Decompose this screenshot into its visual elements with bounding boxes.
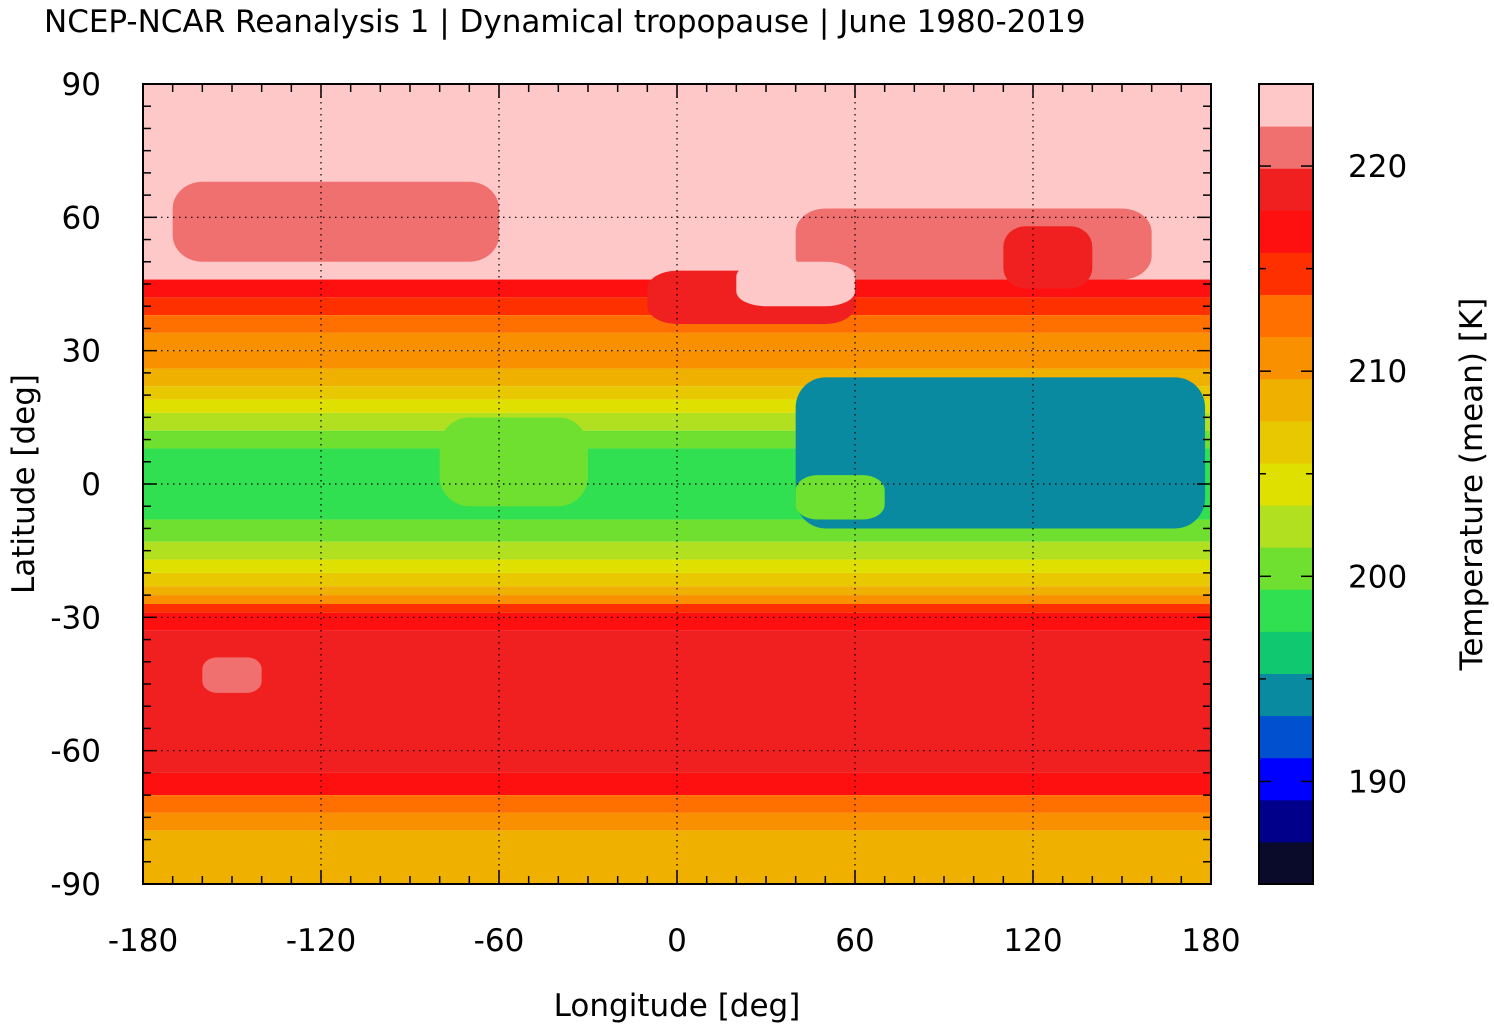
colorbar-swatch	[1259, 336, 1313, 380]
colorbar-swatch	[1259, 462, 1313, 506]
heatmap-band	[143, 586, 1211, 596]
heatmap-band	[143, 572, 1211, 587]
colorbar-tick-labels: 190 200 210 220	[1348, 149, 1407, 800]
y-tick-labels: 90 60 30 0 -30 -60 -90	[50, 67, 101, 903]
heatmap-region-south-pacific-warm	[202, 657, 262, 693]
colorbar-swatch	[1259, 168, 1313, 211]
chart-title: NCEP-NCAR Reanalysis 1 | Dynamical tropo…	[44, 4, 1086, 40]
x-tick-label: 60	[835, 923, 874, 959]
colorbar-swatch	[1259, 841, 1313, 885]
heatmap-plot-area	[143, 84, 1211, 884]
heatmap-region-indian-ocean-green	[795, 475, 885, 520]
heatmap-region-warm-pool	[795, 377, 1206, 529]
x-tick-labels: -180 -120 -60 0 60 120 180	[108, 923, 1241, 959]
colorbar-swatch	[1259, 126, 1313, 169]
grid-lines	[143, 84, 1211, 884]
heatmap-band	[143, 772, 1211, 796]
colorbar-swatch	[1259, 673, 1313, 717]
colorbar-swatch	[1259, 757, 1313, 801]
y-tick-label: 90	[62, 67, 101, 103]
colorbar-swatch	[1259, 715, 1313, 759]
colorbar-swatch	[1259, 547, 1313, 590]
y-tick-label: -60	[50, 734, 101, 770]
colorbar-tick-label: 210	[1348, 354, 1407, 390]
heatmap-region-indian-ocean-max	[1107, 684, 1197, 742]
x-tick-label: -120	[286, 923, 356, 959]
colorbar-swatch	[1259, 294, 1313, 338]
heatmap-band	[143, 604, 1211, 613]
colorbar	[1259, 84, 1313, 885]
y-tick-label: 60	[62, 200, 101, 236]
x-tick-label: 120	[1003, 923, 1062, 959]
x-axis-label: Longitude [deg]	[554, 988, 801, 1024]
x-tick-label: -180	[108, 923, 178, 959]
x-tick-label: -60	[474, 923, 525, 959]
colorbar-swatch	[1259, 631, 1313, 674]
x-tick-label: 0	[667, 923, 687, 959]
colorbar-tick-label: 190	[1348, 764, 1407, 800]
colorbar-tick-label: 220	[1348, 149, 1407, 185]
x-tick-label: 180	[1181, 923, 1240, 959]
colorbar-swatch	[1259, 420, 1313, 464]
heatmap-band	[143, 559, 1211, 573]
colorbar-swatch	[1259, 799, 1313, 843]
colorbar-frame	[1258, 83, 1314, 885]
heatmap-region-east-asia-hot	[1003, 226, 1093, 289]
colorbar-swatch	[1259, 84, 1313, 127]
heatmap-region-central-asia-cool	[736, 261, 855, 307]
y-tick-label: -90	[50, 867, 101, 903]
heatmap-region-south-america-equator	[439, 417, 588, 507]
y-tick-label: 0	[81, 467, 101, 503]
heatmap-band	[143, 812, 1211, 831]
heatmap-band	[143, 541, 1211, 560]
heatmap-band	[143, 595, 1211, 604]
y-axis-label: Latitude [deg]	[6, 374, 42, 594]
heatmap-band	[143, 350, 1211, 369]
colorbar-swatch	[1259, 589, 1313, 632]
colorbar-swatch	[1259, 505, 1313, 548]
colorbar-tick-label: 200	[1348, 559, 1407, 595]
colorbar-label: Temperature (mean) [K]	[1454, 298, 1490, 672]
heatmap-band	[143, 332, 1211, 351]
colorbar-swatch	[1259, 252, 1313, 296]
y-tick-label: 30	[62, 334, 101, 370]
colorbar-swatch	[1259, 378, 1313, 422]
heatmap-region-north-pacific-warm	[172, 181, 499, 262]
y-tick-label: -30	[50, 600, 101, 636]
heatmap-band	[143, 612, 1211, 631]
colorbar-swatch	[1259, 210, 1313, 253]
heatmap-band	[143, 630, 1211, 773]
axis-ticks	[142, 83, 1212, 885]
